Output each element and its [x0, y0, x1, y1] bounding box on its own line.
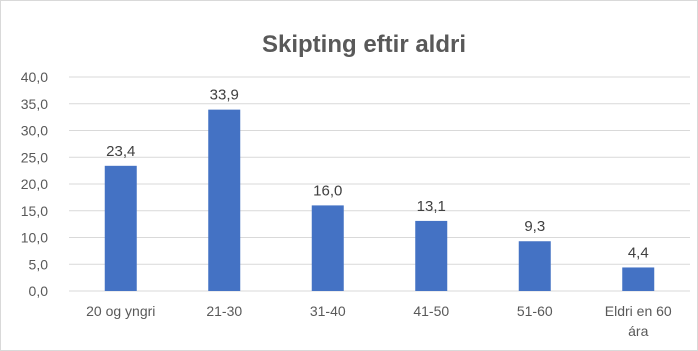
x-tick-label: Eldri en 60 ára [605, 303, 672, 339]
y-tick-label: 20,0 [21, 176, 48, 192]
bar [311, 205, 344, 291]
bar [622, 267, 655, 291]
x-tick-label: 41-50 [413, 303, 449, 319]
bars [104, 109, 655, 291]
bar [104, 165, 137, 291]
x-tick-label: 20 og yngri [86, 303, 155, 319]
data-label: 9,3 [524, 218, 545, 235]
data-label: 23,4 [106, 143, 135, 160]
y-tick-label: 30,0 [21, 123, 48, 139]
bar [208, 109, 241, 291]
y-tick-label: 0,0 [29, 283, 49, 299]
bar [518, 241, 551, 291]
bar [415, 220, 448, 291]
x-axis-ticks: 20 og yngri 21-30 31-40 41-50 51-60 Eldri en … [86, 303, 672, 339]
y-axis-ticks: 0,0 5,0 10,0 15,0 20,0 25,0 30,0 35,0 40,0 [21, 69, 48, 299]
gridlines [69, 76, 690, 292]
y-tick-label: 35,0 [21, 96, 48, 112]
y-tick-label: 5,0 [29, 256, 49, 272]
chart-title: Skipting eftir aldri [262, 31, 466, 58]
data-label: 16,0 [313, 182, 342, 199]
x-tick-label: 21-30 [206, 303, 242, 319]
x-tick-label: 31-40 [310, 303, 346, 319]
x-tick-label: 51-60 [517, 303, 553, 319]
y-tick-label: 15,0 [21, 203, 48, 219]
y-tick-label: 40,0 [21, 69, 48, 85]
data-label: 33,9 [210, 87, 239, 104]
data-label: 13,1 [417, 198, 446, 215]
data-labels: 23,4 33,9 16,0 13,1 9,3 4,4 [106, 87, 649, 262]
y-tick-label: 10,0 [21, 230, 48, 246]
data-label: 4,4 [628, 244, 649, 261]
y-tick-label: 25,0 [21, 149, 48, 165]
